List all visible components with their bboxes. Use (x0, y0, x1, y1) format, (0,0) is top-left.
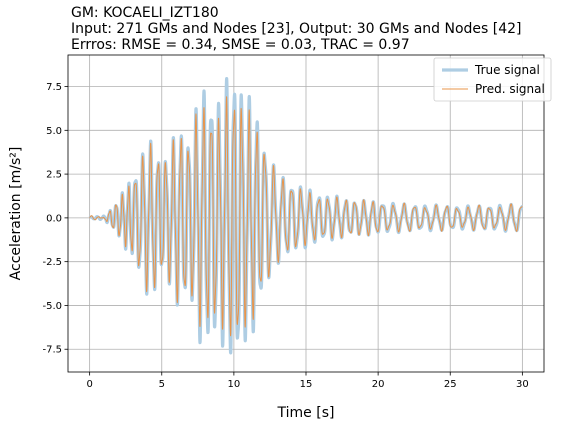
legend-true-label: True signal (474, 63, 540, 77)
x-tick-label: 25 (444, 379, 457, 390)
x-tick-label: 15 (300, 379, 313, 390)
signal-traces (88, 76, 524, 355)
x-tick-label: 10 (228, 379, 241, 390)
x-tick-label: 5 (159, 379, 165, 390)
y-tick-label: -7.5 (42, 345, 62, 356)
legend-pred-label: Pred. signal (475, 82, 545, 96)
legend: True signal Pred. signal (433, 57, 552, 102)
y-tick-label: -2.5 (42, 257, 62, 268)
y-tick-label: 2.5 (46, 170, 62, 181)
x-tick-label: 20 (372, 379, 385, 390)
x-tick-label: 30 (516, 379, 529, 390)
y-axis-ticks: -7.5 -5.0 -2.5 0.0 2.5 5.0 7.5 (42, 82, 68, 356)
x-axis-label: Time [s] (277, 405, 335, 421)
chart-title-line-2: Input: 271 GMs and Nodes [23], Output: 3… (71, 21, 522, 37)
y-axis-label: Acceleration [m/s²] (8, 147, 24, 281)
grid-lines (68, 55, 544, 372)
y-tick-label: 0.0 (46, 213, 62, 224)
y-tick-label: 7.5 (46, 82, 62, 93)
pred-signal-line (89, 96, 523, 337)
chart-title-line-3: Errros: RMSE = 0.34, SMSE = 0.03, TRAC =… (71, 37, 410, 53)
y-tick-label: -5.0 (42, 301, 62, 312)
y-tick-label: 5.0 (46, 126, 62, 137)
x-axis-ticks: 0 5 10 15 20 25 30 (86, 372, 529, 390)
x-tick-label: 0 (86, 379, 92, 390)
chart-title-line-1: GM: KOCAELI_IZT180 (71, 5, 219, 21)
